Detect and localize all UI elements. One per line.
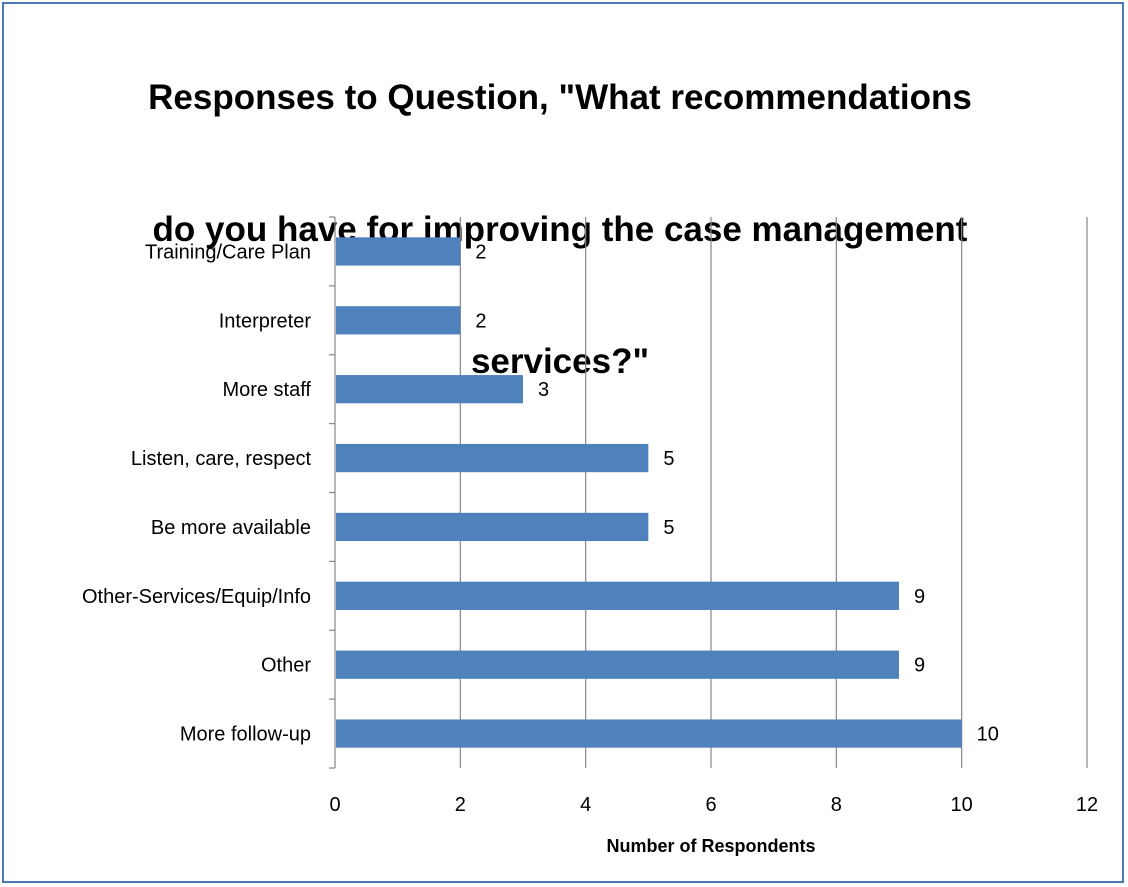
category-label: Other-Services/Equip/Info <box>82 586 311 608</box>
category-label: Other <box>261 655 311 677</box>
category-label: More follow-up <box>180 724 311 746</box>
bar-3 <box>336 375 523 404</box>
bar-4 <box>336 443 649 473</box>
bar-2 <box>336 306 461 335</box>
x-tick-label: 12 <box>1076 794 1098 816</box>
x-tick-label: 0 <box>329 794 340 816</box>
category-label: Training/Care Plan <box>145 241 311 263</box>
category-label: More staff <box>222 379 311 401</box>
x-tick-label: 2 <box>455 794 466 816</box>
x-tick-label: 10 <box>951 794 973 816</box>
data-label: 5 <box>663 517 674 539</box>
bar-1 <box>336 237 461 266</box>
chart-title-line-2: do you have for improving the case manag… <box>152 210 968 249</box>
x-tick-label: 8 <box>831 794 842 816</box>
category-label: Interpreter <box>219 310 312 332</box>
data-label: 3 <box>538 379 549 401</box>
x-tick-label: 4 <box>580 794 591 816</box>
x-axis-title: Number of Respondents <box>606 836 815 856</box>
chart-title: Responses to Question, "What recommendat… <box>60 32 1060 384</box>
chart-title-line-1: Responses to Question, "What recommendat… <box>148 78 972 117</box>
chart-title-line-3: services?" <box>470 342 650 381</box>
data-label: 9 <box>914 655 925 677</box>
x-tick-label: 6 <box>705 794 716 816</box>
category-label: Listen, care, respect <box>131 448 312 470</box>
data-label: 9 <box>914 586 925 608</box>
bar-8 <box>336 719 962 748</box>
bar-5 <box>336 512 649 542</box>
bar-6 <box>336 581 899 610</box>
data-label: 2 <box>475 310 486 332</box>
data-label: 2 <box>475 241 486 263</box>
category-label: Be more available <box>151 517 311 539</box>
data-label: 5 <box>663 448 674 470</box>
data-label: 10 <box>977 724 999 746</box>
bar-7 <box>336 650 899 679</box>
